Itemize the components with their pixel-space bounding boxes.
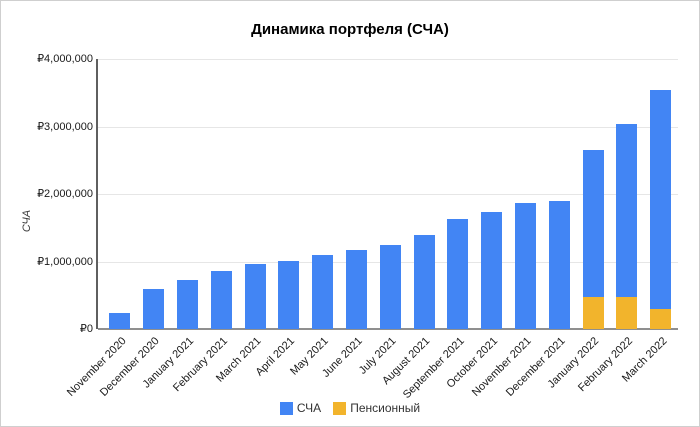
legend-label: Пенсионный <box>350 401 421 415</box>
bar-segment-pensionny <box>650 309 672 329</box>
bar-segment-scha <box>616 123 638 298</box>
bar-segment-pensionny <box>582 297 604 329</box>
bar-segment-scha <box>346 250 367 329</box>
bar-segment-scha <box>109 312 131 329</box>
plot-area <box>98 59 678 330</box>
bar-july-2021[interactable] <box>379 244 401 329</box>
bar-january-2021[interactable] <box>177 280 198 329</box>
bar-segment-pensionny <box>616 297 638 329</box>
bar-segment-scha <box>481 212 503 329</box>
bar-september-2021[interactable] <box>447 218 469 329</box>
bar-february-2022[interactable] <box>616 123 638 329</box>
bar-segment-scha <box>278 260 300 329</box>
gridline <box>98 59 678 60</box>
bar-december-2021[interactable] <box>548 200 570 329</box>
legend-item-pensionny: Пенсионный <box>333 401 420 415</box>
y-tick-label: ₽4,000,000 <box>37 53 93 65</box>
bar-segment-scha <box>582 150 604 298</box>
bar-november-2020[interactable] <box>109 312 131 329</box>
bar-segment-scha <box>515 202 536 329</box>
bar-april-2021[interactable] <box>278 260 300 329</box>
bar-may-2021[interactable] <box>312 255 334 329</box>
bar-november-2021[interactable] <box>515 202 536 329</box>
bar-october-2021[interactable] <box>481 212 503 329</box>
bar-march-2022[interactable] <box>650 90 672 329</box>
bar-segment-scha <box>548 200 570 329</box>
y-tick-label: ₽1,000,000 <box>37 255 93 268</box>
bar-march-2021[interactable] <box>244 264 266 329</box>
bar-february-2021[interactable] <box>210 270 232 329</box>
legend-swatch-icon <box>279 401 293 415</box>
y-axis-line <box>96 59 98 329</box>
y-tick-label: ₽0 <box>79 323 93 335</box>
legend-label: СЧА <box>296 401 322 415</box>
gridline <box>98 194 678 195</box>
y-tick-label: ₽3,000,000 <box>37 120 93 133</box>
bar-august-2021[interactable] <box>413 234 435 329</box>
legend: СЧА Пенсионный <box>1 400 699 416</box>
bar-segment-scha <box>177 280 198 329</box>
bar-segment-scha <box>143 288 165 329</box>
bar-segment-scha <box>413 234 435 329</box>
y-tick-label: ₽2,000,000 <box>37 188 93 200</box>
x-axis-baseline <box>98 328 678 330</box>
y-axis-title: СЧА <box>21 209 33 233</box>
bar-december-2020[interactable] <box>143 288 165 329</box>
legend-item-scha: СЧА <box>279 401 322 415</box>
bar-segment-scha <box>379 244 401 329</box>
bar-segment-scha <box>210 270 232 329</box>
chart-title: Динамика портфеля (СЧА) <box>251 21 449 38</box>
bar-segment-scha <box>447 218 469 329</box>
legend-swatch-icon <box>333 401 347 415</box>
bar-segment-scha <box>244 264 266 329</box>
bar-january-2022[interactable] <box>582 150 604 329</box>
bar-june-2021[interactable] <box>346 250 367 329</box>
bar-segment-scha <box>312 255 334 329</box>
gridline <box>98 126 678 128</box>
bar-segment-scha <box>650 90 672 310</box>
